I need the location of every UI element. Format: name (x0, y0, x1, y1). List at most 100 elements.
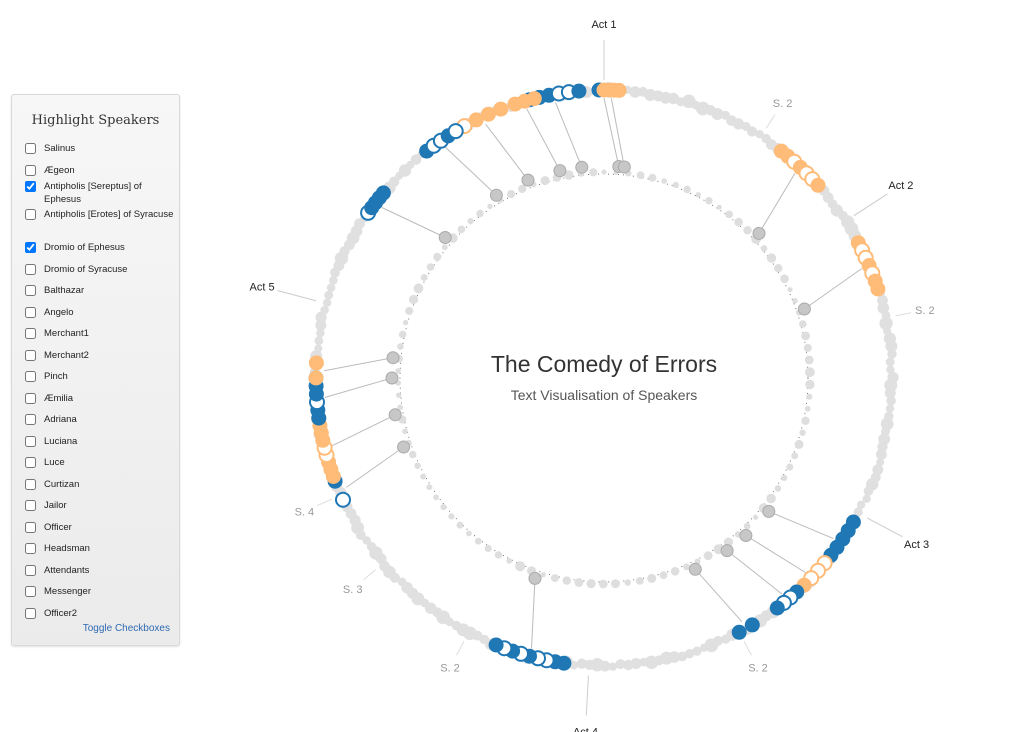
scene-track-dot (760, 245, 768, 252)
scene-track-dot (786, 463, 794, 471)
toggle-checkboxes-link[interactable]: Toggle Checkboxes (82, 623, 170, 634)
connector-line (554, 102, 583, 168)
speaker-checkbox[interactable] (25, 285, 36, 296)
dromio-speech-dot (480, 106, 496, 122)
scene-tick (765, 114, 776, 129)
speaker-checkbox[interactable] (25, 264, 36, 275)
scene-track-dot (794, 439, 804, 449)
speech-dot (320, 305, 329, 315)
speaker-label: Jailor (44, 500, 67, 511)
speaker-checkbox[interactable] (25, 242, 36, 253)
connector-line (804, 268, 862, 310)
speaker-checkbox[interactable] (25, 371, 36, 382)
scene-track-dot (787, 287, 793, 293)
speech-dot (711, 108, 724, 120)
speech-dot (329, 276, 338, 285)
speech-dot (324, 290, 334, 300)
scene-track-dot (474, 537, 482, 545)
speech-dot (684, 649, 695, 659)
scene-track-dot (647, 573, 657, 583)
speech-dot (876, 458, 885, 467)
speaker-label: Salinus (44, 143, 76, 154)
scene-track-dot (766, 253, 777, 263)
speaker-checkbox[interactable] (25, 522, 36, 533)
speaker-checkbox[interactable] (25, 543, 36, 554)
dromio-speech-dot (526, 91, 542, 107)
scene-track-dot (441, 244, 448, 251)
scene-track-dot (433, 252, 442, 261)
stage-entry-marker (762, 504, 776, 518)
connector-line (445, 146, 497, 196)
speech-dot (316, 328, 325, 338)
speaker-checkbox[interactable] (25, 328, 36, 339)
speech-dot (886, 365, 895, 374)
speaker-checkbox[interactable] (25, 307, 36, 318)
scene-track-dot (766, 493, 776, 504)
scene-track-dot (774, 485, 782, 492)
speaker-checkbox[interactable] (25, 143, 36, 154)
scene-label: S. 2 (748, 663, 768, 675)
antipholis-speech-dot (447, 123, 464, 140)
act-label: Act 4 (573, 727, 598, 732)
scene-track-dot (780, 274, 789, 284)
connector-line (346, 446, 404, 488)
stage-entry-marker (397, 440, 411, 454)
scene-label: S. 2 (773, 98, 793, 110)
speaker-checkbox[interactable] (25, 350, 36, 361)
speaker-checkbox[interactable] (25, 565, 36, 576)
speech-dot (856, 500, 866, 509)
speech-dot (615, 659, 626, 670)
stage-entry-marker (575, 160, 589, 174)
scene-track-dot (433, 494, 439, 501)
scene-track-dot (402, 319, 409, 326)
stage-entry-marker (553, 164, 567, 178)
scene-track-dot (799, 429, 806, 436)
scene-track-dot (540, 572, 546, 578)
act-scene-labels: Act 1 Act 2 Act 3 Act 4 Act 5 S. 2 S. 2 S. 2 S. … (250, 19, 935, 732)
speaker-checkbox[interactable] (25, 479, 36, 490)
speech-dot (885, 357, 895, 367)
connector-line (381, 207, 446, 238)
speaker-label: Messenger (44, 586, 91, 597)
act-tick (277, 290, 317, 302)
speaker-checkbox[interactable] (25, 209, 36, 220)
scene-track-dot (562, 576, 571, 585)
speech-dot (314, 336, 324, 346)
speaker-checkbox[interactable] (25, 414, 36, 425)
scene-track-dot (743, 226, 752, 235)
scene-track-dot (659, 571, 668, 580)
speech-dot (880, 417, 894, 431)
speech-dot (732, 118, 745, 130)
speech-dot (677, 651, 688, 662)
speaker-checkbox[interactable] (25, 608, 36, 619)
scene-track-dot (803, 343, 812, 352)
speaker-checkbox[interactable] (25, 457, 36, 468)
speaker-checkbox[interactable] (25, 586, 36, 597)
connector-line (726, 550, 783, 595)
speech-dot (623, 659, 634, 671)
speech-dot (590, 658, 604, 672)
speech-dot (366, 541, 377, 552)
scene-tick (743, 640, 752, 656)
dromio-speech-dot (308, 370, 324, 386)
scene-track-dot (402, 428, 408, 435)
stage-entry-marker (388, 408, 402, 422)
antipholis-speech-dot (488, 637, 504, 653)
dromio-speech-dot (810, 177, 826, 193)
scene-track-dot (774, 264, 783, 273)
speaker-checkbox[interactable] (25, 500, 36, 511)
scene-track-dot (397, 343, 404, 350)
speech-dot (629, 86, 641, 98)
scene-track-dot (670, 567, 680, 576)
speaker-checkbox[interactable] (25, 165, 36, 176)
dromio-speech-dot (611, 82, 627, 98)
scene-tick (456, 640, 465, 656)
scene-track-dot (518, 184, 527, 193)
connector-line (603, 97, 620, 167)
connector-line (694, 568, 743, 623)
speaker-checkbox[interactable] (25, 181, 36, 192)
speaker-label: Adriana (44, 414, 77, 425)
speaker-checkbox[interactable] (25, 436, 36, 447)
speech-dot (876, 449, 887, 460)
speaker-checkbox[interactable] (25, 393, 36, 404)
